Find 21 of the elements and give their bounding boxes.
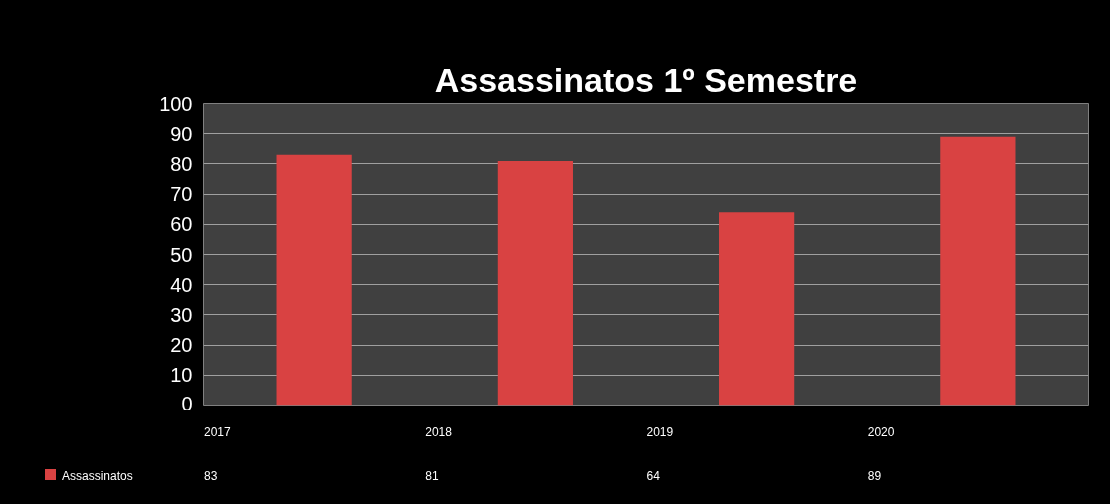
y-tick-label: 100 xyxy=(159,92,193,115)
y-tick-label: 30 xyxy=(170,303,193,326)
y-tick-label: 50 xyxy=(170,243,193,266)
data-label: 89 xyxy=(866,467,883,485)
y-tick-label: 20 xyxy=(170,334,193,357)
y-tick-label: 0 xyxy=(181,392,193,415)
y-tick-label: 80 xyxy=(170,152,193,175)
y-tick-label: 60 xyxy=(170,213,193,236)
x-tick-label: 2017 xyxy=(203,423,232,441)
chart-title: Assassinatos 1º Semestre xyxy=(434,60,858,99)
x-tick-label: 2018 xyxy=(424,423,453,441)
y-tick-label: 10 xyxy=(170,364,193,387)
y-tick-label: 90 xyxy=(170,122,193,145)
y-tick-label: 70 xyxy=(170,183,193,206)
data-label: 64 xyxy=(645,467,661,485)
data-label: 81 xyxy=(424,467,440,485)
y-tick-label: 40 xyxy=(170,273,193,296)
x-tick-label: 2020 xyxy=(866,423,896,441)
legend-label: Assassinatos xyxy=(61,467,134,485)
x-tick-label: 2019 xyxy=(645,423,675,441)
data-label: 83 xyxy=(203,467,219,485)
